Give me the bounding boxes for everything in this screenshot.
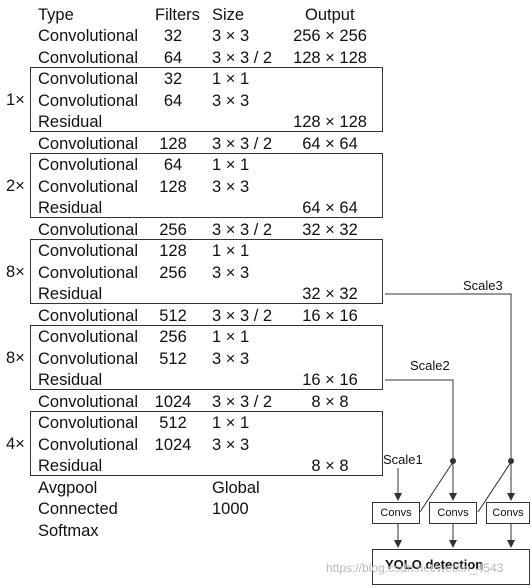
row-8-size: 3 × 3 <box>212 177 250 196</box>
row-13-type: Residual <box>38 285 103 303</box>
row-20-size: 3 × 3 <box>212 435 250 454</box>
block-multiplier-4: 8× <box>6 349 25 367</box>
row-14-size: 3 × 3 / 2 <box>212 306 273 325</box>
block-multiplier-3: 8× <box>6 263 25 281</box>
yolo-detection-box: YOLO detection <box>372 549 530 585</box>
row-2-size: 3 × 3 / 2 <box>212 48 273 67</box>
row-4-filters: 64 <box>163 91 183 110</box>
residual-block-1 <box>30 67 383 132</box>
row-19-type: Convolutional <box>38 414 138 432</box>
row-22-type: Avgpool <box>38 478 98 497</box>
row-6-size: 3 × 3 / 2 <box>212 134 273 153</box>
row-3-size: 1 × 1 <box>212 70 250 88</box>
row-12-size: 3 × 3 <box>212 263 250 282</box>
residual-block-2 <box>30 153 383 218</box>
row-7-size: 1 × 1 <box>212 156 250 174</box>
row-20-type: Convolutional <box>38 435 138 454</box>
row-11-size: 1 × 1 <box>212 242 250 260</box>
row-14-output: 16 × 16 <box>302 306 358 325</box>
scale3-label: Scale3 <box>463 278 503 293</box>
scale1-label: Scale1 <box>383 452 423 467</box>
block-multiplier-1: 1× <box>6 91 25 109</box>
row-8-type: Convolutional <box>38 177 138 196</box>
row-8-filters: 128 <box>159 177 187 196</box>
row-7-filters: 64 <box>163 156 183 174</box>
row-12-filters: 256 <box>159 263 187 282</box>
convs-box-1: Convs <box>372 502 420 524</box>
row-24-type: Softmax <box>38 521 99 540</box>
row-15-size: 1 × 1 <box>212 328 250 346</box>
row-2-output: 128 × 128 <box>293 48 367 67</box>
row-19-size: 1 × 1 <box>212 414 250 432</box>
row-1-size: 3 × 3 <box>212 27 250 45</box>
row-10-size: 3 × 3 / 2 <box>212 220 273 239</box>
header-output: Output <box>305 6 355 24</box>
row-9-type: Residual <box>38 199 103 217</box>
header-type: Type <box>38 6 74 24</box>
residual-block-4 <box>30 325 383 390</box>
row-16-size: 3 × 3 <box>212 349 250 368</box>
convs-box-2: Convs <box>429 502 477 524</box>
row-11-filters: 128 <box>159 242 187 260</box>
row-12-type: Convolutional <box>38 263 138 282</box>
scale2-label: Scale2 <box>410 358 450 373</box>
row-17-output: 16 × 16 <box>302 371 358 389</box>
row-3-filters: 32 <box>163 70 183 88</box>
row-7-type: Convolutional <box>38 156 138 174</box>
header-size: Size <box>212 6 245 24</box>
row-1-output: 256 × 256 <box>293 27 367 45</box>
row-14-type: Convolutional <box>38 306 138 325</box>
convs-box-3: Convs <box>486 502 530 524</box>
row-15-type: Convolutional <box>38 328 138 346</box>
row-14-filters: 512 <box>159 306 187 325</box>
block-multiplier-2: 2× <box>6 177 25 195</box>
row-6-output: 64 × 64 <box>302 134 358 153</box>
row-17-type: Residual <box>38 371 103 389</box>
row-1-type: Convolutional <box>38 27 138 45</box>
row-6-type: Convolutional <box>38 134 138 153</box>
row-18-type: Convolutional <box>38 392 138 411</box>
row-21-output: 8 × 8 <box>311 457 349 475</box>
row-11-type: Convolutional <box>38 242 138 260</box>
row-18-output: 8 × 8 <box>311 392 349 411</box>
row-18-size: 3 × 3 / 2 <box>212 392 273 411</box>
row-16-filters: 512 <box>159 349 187 368</box>
row-6-filters: 128 <box>159 134 187 153</box>
watermark-text: https://blog.csdn.net/weixin_4543 <box>326 561 504 575</box>
row-20-filters: 1024 <box>154 435 192 454</box>
row-21-type: Residual <box>38 457 103 475</box>
residual-block-5 <box>30 411 383 476</box>
row-10-output: 32 × 32 <box>302 220 358 239</box>
row-4-size: 3 × 3 <box>212 91 250 110</box>
row-22-size: Global <box>212 478 260 497</box>
row-23-type: Connected <box>38 500 118 518</box>
row-15-filters: 256 <box>159 328 187 346</box>
row-5-type: Residual <box>38 113 103 131</box>
row-2-type: Convolutional <box>38 48 138 67</box>
header-filters: Filters <box>155 6 200 24</box>
row-9-output: 64 × 64 <box>302 199 358 217</box>
row-10-type: Convolutional <box>38 220 138 239</box>
row-23-size: 1000 <box>212 500 249 518</box>
row-5-output: 128 × 128 <box>293 113 367 131</box>
row-18-filters: 1024 <box>154 392 192 411</box>
row-4-type: Convolutional <box>38 91 138 110</box>
row-16-type: Convolutional <box>38 349 138 368</box>
row-19-filters: 512 <box>159 414 187 432</box>
row-1-filters: 32 <box>163 27 183 45</box>
row-3-type: Convolutional <box>38 70 138 88</box>
residual-block-3 <box>30 239 383 304</box>
row-2-filters: 64 <box>163 48 183 67</box>
row-10-filters: 256 <box>159 220 187 239</box>
row-13-output: 32 × 32 <box>302 285 358 303</box>
block-multiplier-5: 4× <box>6 435 25 453</box>
